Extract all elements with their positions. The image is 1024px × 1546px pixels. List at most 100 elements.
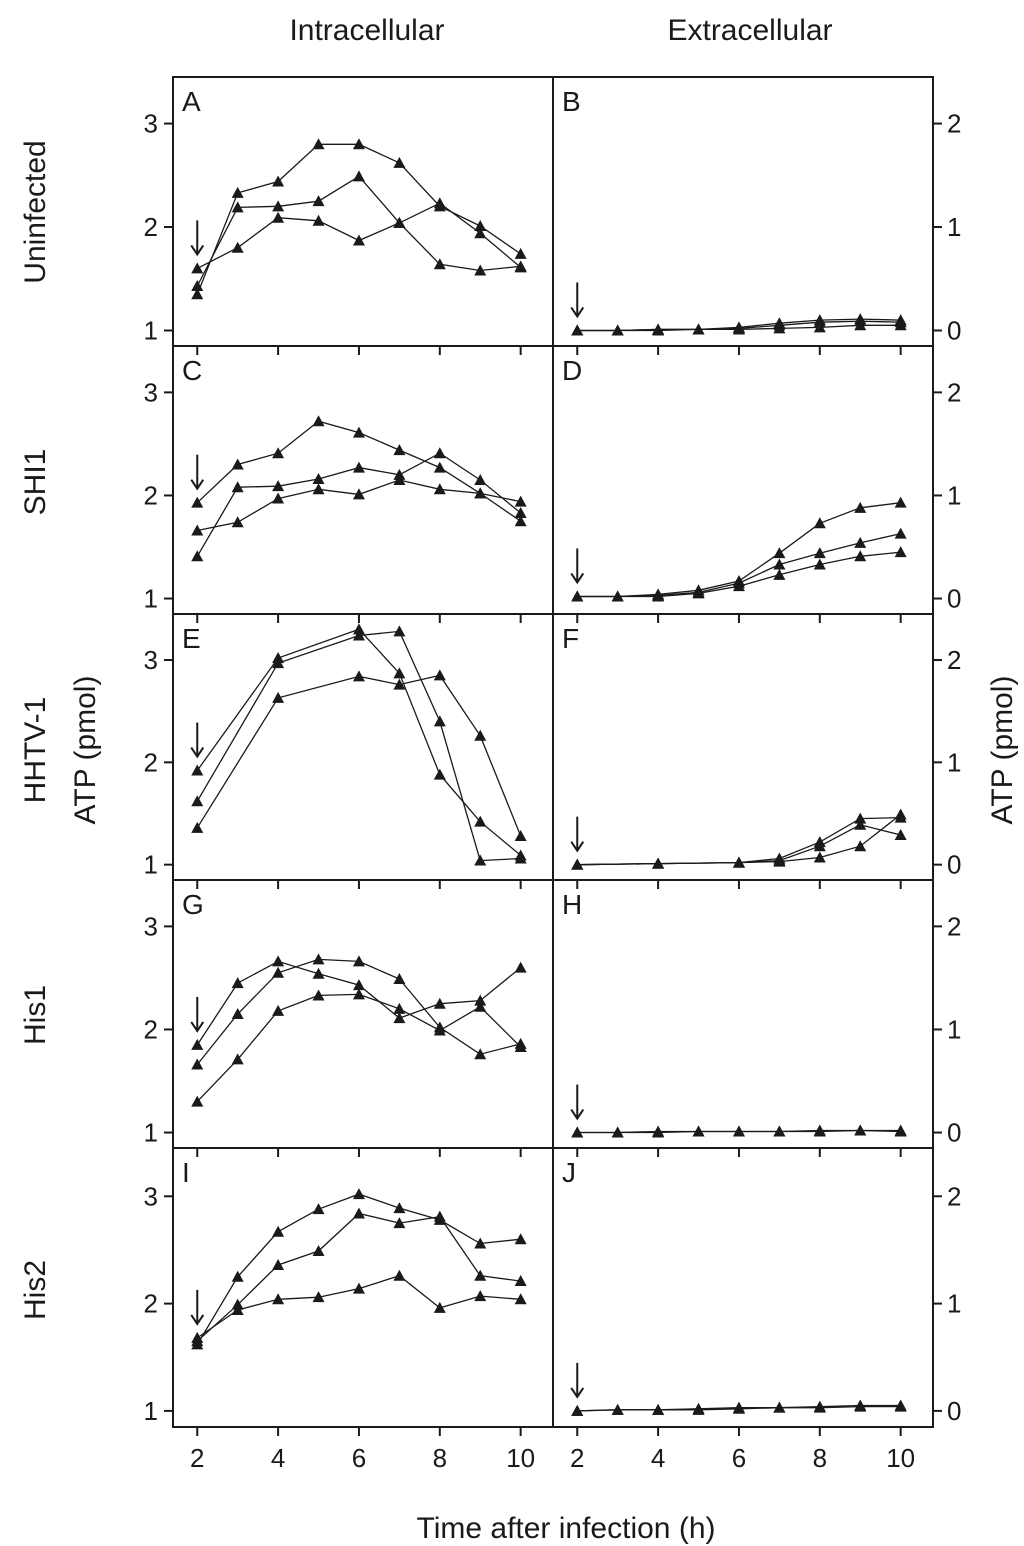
- data-point-i-3-4: [272, 1293, 285, 1305]
- data-point-h-2-7: [773, 1125, 786, 1137]
- arrow-c: [190, 454, 205, 491]
- data-point-d-3-8: [813, 558, 826, 570]
- arrow-e: [190, 722, 205, 759]
- series-line-i-2: [196, 1212, 521, 1342]
- panel-frame-e: [172, 613, 554, 881]
- data-point-i-2-5: [312, 1245, 325, 1257]
- y-tick-label-i-2: 2: [144, 1289, 158, 1319]
- arrow-d: [570, 548, 585, 585]
- data-point-b-3-6: [732, 323, 745, 335]
- data-point-c-1-10: [514, 515, 527, 527]
- y-tick-label-a-1: 1: [144, 315, 158, 345]
- y-tick-label-e-2: 2: [144, 747, 158, 777]
- data-point-c-3-3: [231, 516, 244, 528]
- data-point-h-2-2: [571, 1126, 584, 1138]
- y-tick-label-d-1: 1: [947, 480, 961, 510]
- data-point-c-2-4: [272, 480, 285, 492]
- x-tick-label-j-2: 2: [570, 1443, 584, 1473]
- data-point-i-1-6: [352, 1188, 365, 1200]
- data-point-a-2-6: [352, 170, 365, 182]
- data-point-d-2-7: [773, 558, 786, 570]
- arrow-head-e: [190, 746, 205, 759]
- data-point-g-1-5: [312, 967, 325, 979]
- arrow-head-d: [570, 572, 585, 585]
- series-line-g-3: [196, 993, 522, 1103]
- panel-i: I 1 2 3 2 4 6 8 10: [144, 1147, 554, 1473]
- y-tick-label-a-2: 2: [144, 212, 158, 242]
- data-point-e-1-7: [393, 667, 406, 679]
- data-point-a-2-4: [272, 200, 285, 212]
- data-point-g-2-9: [474, 1048, 487, 1060]
- x-tick-label-j-8: 8: [813, 1443, 827, 1473]
- data-point-g-3-3: [231, 1053, 244, 1065]
- data-point-f-3-2: [571, 858, 584, 870]
- data-point-d-1-9: [854, 501, 867, 513]
- arrow-head-c: [190, 479, 205, 491]
- y-axis-title-left: ATP (pmol): [69, 676, 102, 825]
- data-point-c-3-4: [272, 492, 285, 504]
- data-point-b-3-10: [894, 319, 907, 331]
- data-point-i-3-3: [231, 1304, 244, 1316]
- data-point-c-2-5: [312, 472, 325, 484]
- panel-letter-j: J: [562, 1157, 576, 1188]
- data-point-a-1-3: [231, 186, 244, 198]
- y-tick-label-a-3: 3: [144, 109, 158, 139]
- data-point-j-2-8: [813, 1401, 826, 1413]
- data-point-b-3-3: [611, 324, 624, 336]
- data-point-a-2-2: [191, 279, 204, 291]
- data-point-g-2-2: [191, 1058, 204, 1070]
- x-tick-label-i-8: 8: [433, 1443, 447, 1473]
- x-tick-label-i-6: 6: [352, 1443, 366, 1473]
- data-point-c-2-8: [433, 447, 446, 459]
- arrow-head-j: [570, 1387, 585, 1399]
- data-point-i-1-5: [312, 1203, 325, 1215]
- panel-f: F 0 1 2: [552, 613, 961, 889]
- y-tick-label-f-0: 0: [947, 850, 961, 880]
- arrow-head-g: [190, 1021, 205, 1033]
- data-point-c-2-6: [352, 461, 365, 473]
- data-point-f-3-4: [652, 857, 665, 869]
- panel-letter-e: E: [182, 623, 201, 654]
- data-point-j-2-7: [773, 1401, 786, 1413]
- data-point-a-3-3: [231, 241, 244, 253]
- panel-e: E 1 2 3: [144, 613, 554, 889]
- data-point-h-2-10: [894, 1125, 907, 1137]
- panel-c: C 1 2 3: [144, 345, 554, 623]
- data-point-d-3-4: [652, 590, 665, 602]
- panel-frame-g: [172, 879, 554, 1149]
- data-point-d-3-7: [773, 568, 786, 580]
- data-point-i-3-9: [474, 1290, 487, 1302]
- data-point-f-2-8: [813, 840, 826, 852]
- data-point-e-3-4: [272, 691, 285, 703]
- panel-frame-j: [552, 1147, 934, 1428]
- y-tick-label-c-1: 1: [144, 584, 158, 614]
- data-point-i-3-8: [433, 1301, 446, 1313]
- series-line-e-2: [196, 630, 521, 862]
- y-tick-label-d-2: 2: [947, 377, 961, 407]
- data-point-b-3-4: [652, 324, 665, 336]
- panel-d: D 0 1 2: [552, 345, 961, 623]
- data-point-g-3-6: [352, 988, 365, 1000]
- row-label-shi1: SHI1: [19, 449, 52, 516]
- data-point-c-1-4: [272, 447, 285, 459]
- y-tick-label-g-3: 3: [144, 911, 158, 941]
- series-line-a-2: [196, 175, 521, 287]
- data-point-c-3-7: [393, 474, 406, 485]
- arrow-head-b: [570, 306, 585, 319]
- data-point-g-1-3: [231, 977, 244, 989]
- panel-letter-f: F: [562, 623, 579, 654]
- data-point-e-3-6: [352, 670, 365, 682]
- data-point-h-2-6: [732, 1125, 745, 1137]
- data-point-a-1-9: [474, 219, 487, 231]
- data-point-j-2-9: [854, 1400, 867, 1412]
- data-point-c-2-2: [191, 550, 204, 562]
- data-point-f-2-9: [854, 818, 867, 830]
- data-point-c-2-10: [514, 506, 527, 518]
- panel-frame-h: [552, 879, 934, 1149]
- data-point-j-2-3: [611, 1403, 624, 1415]
- data-point-e-3-8: [433, 669, 446, 681]
- data-point-b-3-5: [692, 323, 705, 335]
- data-point-a-3-6: [352, 234, 365, 246]
- data-point-h-2-5: [692, 1125, 705, 1137]
